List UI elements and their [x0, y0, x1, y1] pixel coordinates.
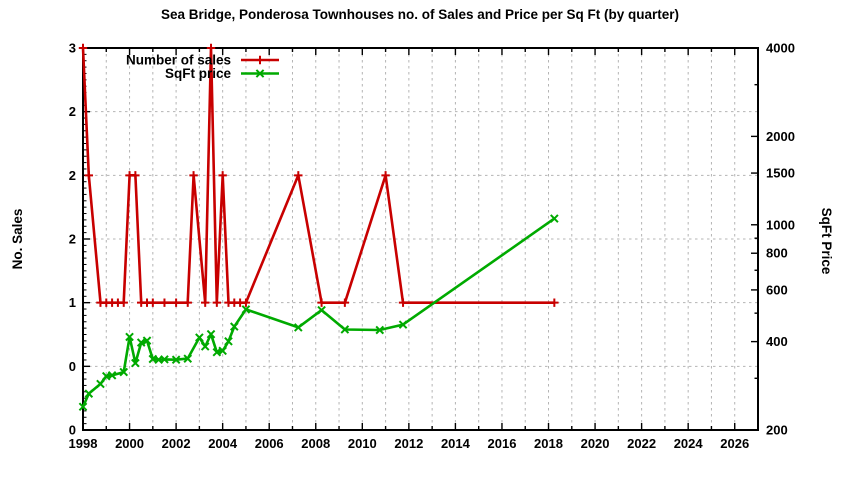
point-marker-x [119, 367, 129, 377]
point-marker-x [125, 332, 134, 342]
x-axis: 1998 2000 2002 2004 2006 2008 2010 2012 2014 2016… [69, 48, 759, 451]
chart-title: Sea Bridge, Ponderosa Townhouses no. of … [161, 7, 679, 22]
point-marker-plus [241, 298, 251, 307]
x-axis-tick-label: 2014 [441, 436, 471, 451]
point-marker-x [131, 358, 140, 368]
x-axis-tick-label: 2024 [674, 436, 704, 451]
point-marker-x [206, 329, 216, 339]
x-axis-tick-label: 2010 [348, 436, 377, 451]
point-marker-plus [148, 298, 158, 307]
x-axis-tick-label: 2026 [720, 436, 749, 451]
point-marker-x [78, 402, 88, 412]
series-sqft-price [78, 214, 559, 412]
point-marker-x [241, 305, 251, 314]
point-marker-plus [255, 55, 265, 65]
point-marker-x [142, 336, 152, 345]
point-marker-x [255, 69, 265, 78]
point-marker-x [229, 322, 239, 331]
y-left-tick-label: 2 [69, 232, 76, 247]
y-axis-right: 200 400 600 800 1000 1500 2000 4000 [751, 41, 795, 438]
plot-generated: 1998 2000 2002 2004 2006 2008 2010 2012 2014 2016… [69, 41, 795, 452]
y-right-tick-label: 2000 [766, 129, 795, 144]
point-marker-plus [189, 171, 198, 180]
point-marker-plus [171, 298, 181, 307]
point-marker-x [183, 354, 193, 363]
point-marker-x [375, 325, 385, 335]
y-right-tick-label: 1500 [766, 166, 795, 181]
point-marker-plus [160, 298, 169, 307]
point-marker-x [398, 320, 408, 329]
y-left-tick-label: 1 [69, 295, 76, 310]
point-marker-plus [206, 43, 216, 53]
y-right-tick-label: 800 [766, 246, 788, 261]
point-marker-x [293, 323, 303, 332]
y-right-axis-title: SqFt Price [819, 208, 834, 275]
x-axis-tick-label: 2000 [115, 436, 144, 451]
x-axis-tick-label: 2008 [301, 436, 330, 451]
point-marker-x [107, 371, 117, 380]
point-marker-x [96, 379, 105, 389]
point-marker-x [160, 355, 169, 364]
point-marker-plus [84, 171, 94, 180]
y-right-tick-label: 4000 [766, 41, 795, 56]
point-marker-x [195, 333, 204, 342]
grid [83, 48, 758, 430]
point-marker-x [224, 336, 233, 346]
y-left-tick-label: 2 [69, 168, 76, 183]
x-axis-tick-label: 2018 [534, 436, 563, 451]
y-right-tick-label: 1000 [766, 217, 795, 232]
point-marker-plus [550, 298, 559, 307]
point-marker-plus [398, 298, 408, 307]
legend-label: Number of sales [126, 53, 231, 68]
x-axis-tick-label: 1998 [69, 436, 98, 451]
point-marker-plus [183, 298, 192, 307]
point-marker-plus [317, 298, 326, 307]
x-axis-tick-label: 2004 [208, 436, 238, 451]
x-axis-tick-label: 2006 [255, 436, 284, 451]
point-marker-x [317, 305, 326, 315]
point-marker-plus [78, 43, 88, 53]
point-marker-x [218, 346, 227, 356]
point-marker-plus [381, 171, 390, 180]
x-axis-tick-label: 2016 [488, 436, 517, 451]
y-left-tick-label: 0 [69, 423, 76, 438]
y-right-tick-label: 600 [766, 282, 788, 297]
point-marker-x [171, 355, 181, 365]
point-marker-x [550, 214, 559, 223]
point-marker-plus [200, 298, 210, 307]
y-right-tick-label: 200 [766, 423, 788, 438]
x-axis-tick-label: 2002 [162, 436, 191, 451]
legend-label: SqFt price [165, 66, 232, 81]
point-marker-x [200, 342, 210, 351]
y-left-tick-label: 3 [69, 41, 76, 56]
x-axis-tick-label: 2022 [627, 436, 656, 451]
point-marker-plus [218, 171, 227, 180]
y-left-tick-label: 2 [69, 104, 76, 119]
x-axis-tick-label: 2020 [581, 436, 610, 451]
point-marker-x [340, 325, 350, 334]
y-axis-left: 0 0 1 2 2 2 3 [69, 41, 90, 438]
series-number-of-sales [78, 43, 559, 307]
y-right-tick-label: 400 [766, 334, 788, 349]
x-axis-tick-label: 2012 [394, 436, 423, 451]
point-marker-x [136, 338, 146, 347]
y-left-tick-label: 0 [69, 359, 76, 374]
point-marker-plus [212, 298, 222, 307]
point-marker-plus [131, 171, 140, 180]
y-left-axis-title: No. Sales [10, 209, 25, 270]
point-marker-x [84, 389, 94, 398]
point-marker-plus [294, 171, 303, 180]
point-marker-plus [340, 298, 350, 307]
point-marker-plus [119, 298, 128, 307]
